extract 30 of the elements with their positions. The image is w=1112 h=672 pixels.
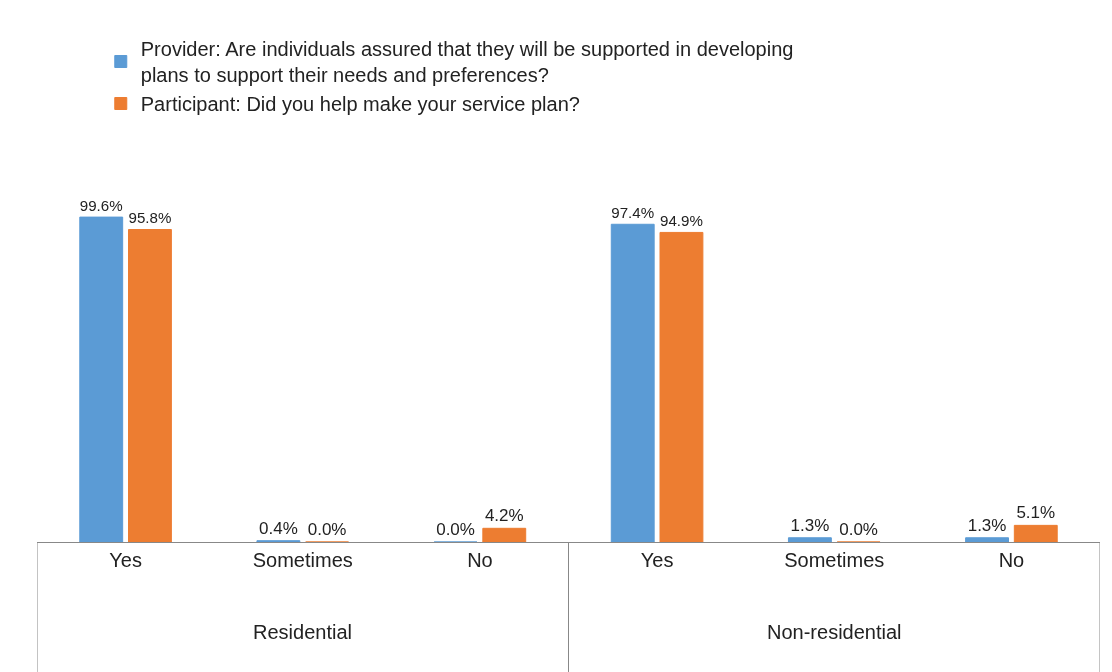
bar [128,229,172,542]
data-label: 0.0% [307,520,347,539]
data-label: 97.4% [611,203,655,221]
bar [787,537,832,542]
legend-label: Provider: Are individuals assured that they will be supported in developing plans to support their needs and preferences? [140,38,794,87]
text: Non-residential [767,621,902,643]
x-tick-label: No [998,549,1025,571]
x-tick-label: Sometimes [784,549,885,571]
data-label: 1.3% [790,515,830,535]
bar [482,527,527,542]
bar [965,537,1009,542]
data-label: 4.2% [484,506,524,526]
text: Residential [253,621,352,643]
x-tick-label: No [467,549,493,571]
x-tick-label: Sometimes [252,549,353,571]
data-label: 0.0% [839,520,878,539]
data-label: 95.8% [128,208,172,226]
data-label: 5.1% [1016,503,1056,523]
data-label: 0.0% [436,520,475,539]
bar [79,216,124,542]
data-label: 0.4% [259,518,298,538]
legend-label: Participant: Did you help make your service plan? [140,93,580,116]
bar [610,223,655,542]
x-tick-label: Yes [640,549,674,571]
data-label: 99.6% [79,196,123,214]
x-tick-label: Yes [109,549,142,571]
bar [1013,524,1058,542]
data-label: 1.3% [967,515,1007,535]
data-label: 94.9% [660,211,703,229]
bar [659,231,704,542]
